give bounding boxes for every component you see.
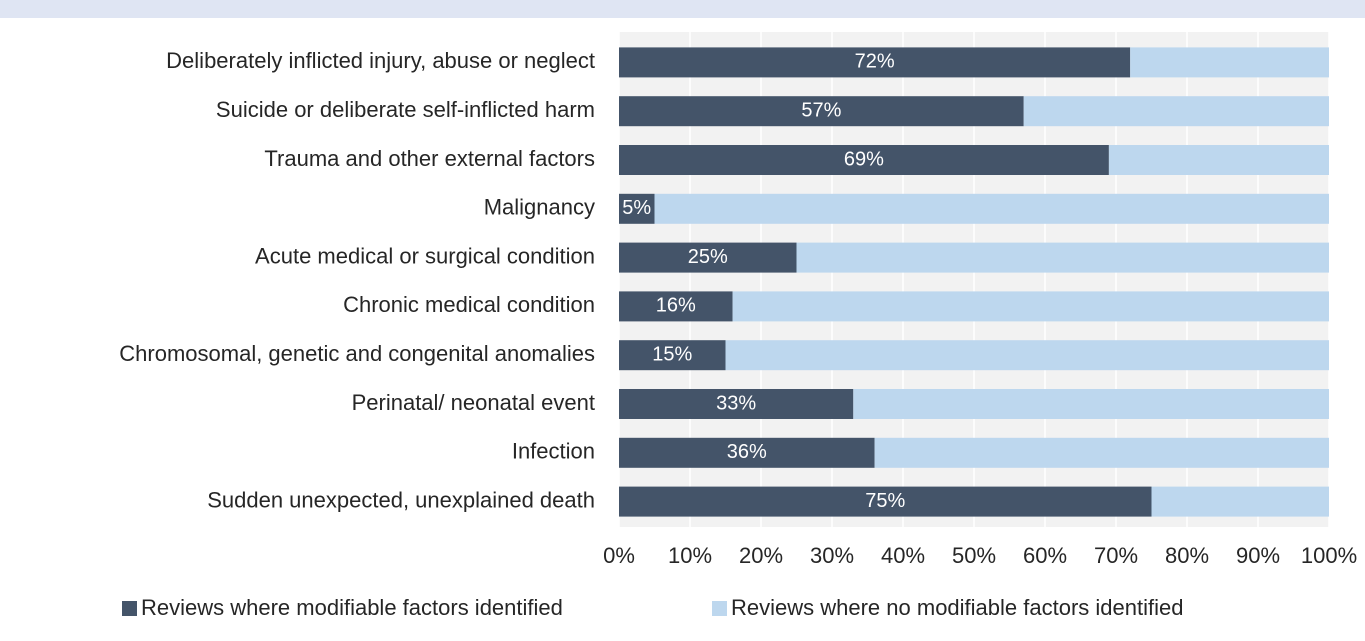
value-label: 57% [801, 99, 841, 121]
bar-segment [796, 242, 1329, 273]
bar-segment [1023, 96, 1329, 127]
top-band [0, 0, 1365, 18]
bar-segment [619, 96, 1024, 127]
bar-segment [619, 145, 1109, 175]
value-label: 75% [865, 490, 905, 512]
legend-swatch [122, 601, 137, 616]
bar-segment [619, 193, 655, 224]
x-tick-label: 90% [1236, 543, 1280, 568]
category-label: Chromosomal, genetic and congenital anom… [119, 341, 595, 366]
category-label: Chronic medical condition [343, 292, 595, 317]
bar-segment [619, 437, 875, 468]
category-label: Malignancy [484, 195, 595, 220]
x-tick-label: 50% [952, 543, 996, 568]
x-tick-label: 0% [603, 543, 635, 568]
x-tick-label: 10% [668, 543, 712, 568]
value-label: 36% [727, 441, 767, 463]
value-label: 25% [688, 246, 728, 268]
x-tick-label: 40% [881, 543, 925, 568]
legend-label: Reviews where modifiable factors identif… [141, 595, 563, 620]
bar-segment [1108, 145, 1329, 175]
bar-segment [619, 291, 733, 322]
bar-segment [654, 193, 1329, 224]
bar-segment [619, 389, 854, 419]
bar-segment [619, 340, 726, 371]
bar-segment [619, 242, 797, 273]
x-tick-label: 70% [1094, 543, 1138, 568]
value-label: 16% [656, 295, 696, 317]
x-tick-label: 20% [739, 543, 783, 568]
category-label: Deliberately inflicted injury, abuse or … [166, 48, 595, 73]
bar-segment [619, 486, 1152, 517]
x-tick-label: 30% [810, 543, 854, 568]
value-label: 69% [844, 148, 884, 170]
legend-swatch [712, 601, 727, 616]
value-label: 15% [652, 343, 692, 365]
legend-label: Reviews where no modifiable factors iden… [731, 595, 1183, 620]
category-label: Infection [512, 439, 595, 464]
bar-segment [1151, 486, 1329, 517]
bar-segment [725, 340, 1329, 371]
value-label: 5% [622, 197, 651, 219]
category-label: Sudden unexpected, unexplained death [207, 487, 595, 512]
category-label: Perinatal/ neonatal event [352, 390, 595, 415]
value-label: 33% [716, 392, 756, 414]
bar-segment [732, 291, 1329, 322]
category-label: Acute medical or surgical condition [255, 243, 595, 268]
x-tick-label: 60% [1023, 543, 1067, 568]
bar-segment [619, 47, 1131, 78]
x-tick-label: 80% [1165, 543, 1209, 568]
bar-segment [1130, 47, 1329, 78]
bar-segment [874, 437, 1329, 468]
category-label: Suicide or deliberate self-inflicted har… [216, 97, 595, 122]
category-label: Trauma and other external factors [264, 146, 595, 171]
bar-segment [853, 389, 1329, 419]
value-label: 72% [855, 51, 895, 73]
x-tick-label: 100% [1301, 543, 1357, 568]
